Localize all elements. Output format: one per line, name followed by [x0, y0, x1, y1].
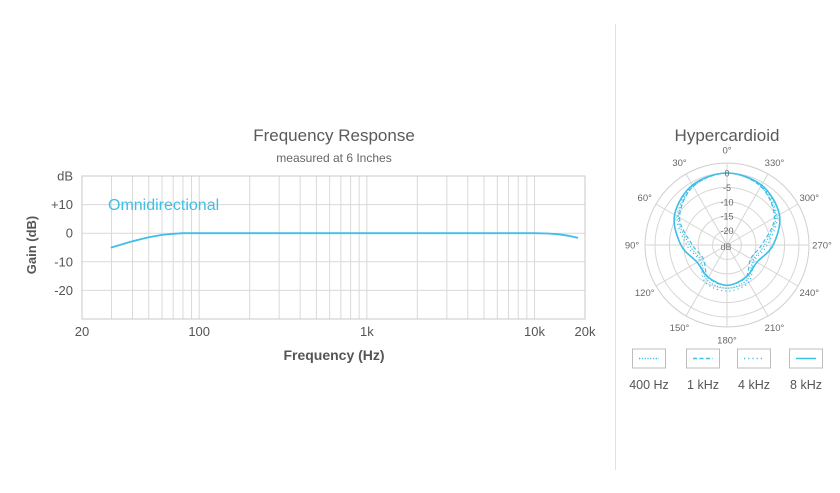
fr-x-axis: 20 100 1k 10k 20k	[75, 324, 596, 339]
fr-title: Frequency Response	[253, 126, 415, 145]
fr-x-tick-label: 100	[188, 324, 210, 339]
fr-series-label: Omnidirectional	[108, 197, 219, 214]
fr-x-axis-label: Frequency (Hz)	[283, 347, 384, 363]
polar-ring-label: -10	[720, 197, 733, 207]
legend-label: 4 kHz	[738, 378, 770, 392]
legend-label: 1 kHz	[687, 378, 719, 392]
fr-y-tick-label: -10	[54, 254, 73, 269]
legend-label: 400 Hz	[629, 378, 669, 392]
polar-spoke	[655, 203, 728, 246]
fr-x-tick-label: 1k	[360, 324, 374, 339]
fr-series-group	[110, 232, 579, 249]
polar-spoke	[726, 203, 799, 246]
polar-angle-label: 300°	[799, 193, 819, 204]
polar-series-curve	[678, 172, 776, 286]
fr-y-tick-label: -20	[54, 283, 73, 298]
polar-angle-label: 30°	[672, 158, 687, 169]
polar-angle-label: 240°	[799, 288, 819, 299]
polar-angle-label: 330°	[765, 158, 785, 169]
polar-legend: 400 Hz 1 kHz 4 kHz 8 kHz	[629, 348, 823, 392]
fr-x-tick-label: 10k	[524, 324, 545, 339]
polar-spoke	[685, 173, 728, 246]
polar-spoke	[685, 244, 728, 317]
polar-angle-label: 120°	[635, 288, 655, 299]
frequency-response-chart: Frequency Response measured at 6 Inches …	[24, 126, 596, 363]
polar-title: Hypercardioid	[675, 126, 780, 145]
polar-series-group	[673, 172, 781, 292]
polar-ring-label: -20	[720, 226, 733, 236]
polar-ring-label: -5	[723, 183, 731, 193]
fr-x-tick-label: 20k	[575, 324, 596, 339]
polar-unit-label: dB	[720, 242, 731, 252]
fr-y-axis-label: Gain (dB)	[24, 216, 39, 275]
polar-angle-label: 210°	[765, 323, 785, 334]
polar-angle-label: 180°	[717, 336, 737, 347]
fr-x-tick-label: 20	[75, 324, 89, 339]
fr-y-tick-label: 0	[66, 226, 73, 241]
polar-spoke	[726, 173, 769, 246]
polar-series-curve	[676, 172, 778, 292]
fr-series-line	[110, 232, 579, 249]
polar-ring-label: -15	[720, 212, 733, 222]
polar-angle-label: 270°	[812, 241, 832, 252]
legend-swatch-box	[632, 348, 666, 369]
polar-pattern-chart: Hypercardioid 0° 30° 60° 90° 120° 150° 180° 210…	[625, 126, 832, 392]
polar-ring-labels: 0 -5 -10 -15 -20	[720, 169, 733, 237]
polar-ring-label: 0	[724, 169, 729, 179]
polar-spoke	[655, 244, 728, 287]
fr-y-tick-label: dB	[57, 169, 73, 184]
fr-y-axis: dB +10 0 -10 -20	[51, 169, 73, 298]
panel-divider	[615, 24, 616, 470]
fr-plot-frame	[81, 175, 586, 320]
legend-swatch-box	[737, 348, 771, 369]
fr-y-tick-label: +10	[51, 197, 73, 212]
legend-label: 8 kHz	[790, 378, 822, 392]
polar-angle-labels: 0° 30° 60° 90° 120° 150° 180° 210° 240° 270° 300° 3…	[625, 146, 832, 347]
polar-series-curve	[673, 172, 781, 287]
polar-angle-label: 0°	[722, 146, 731, 157]
polar-spoke	[726, 244, 769, 317]
fr-subtitle: measured at 6 Inches	[276, 151, 391, 165]
polar-spoke	[726, 244, 799, 287]
polar-angle-label: 90°	[625, 241, 640, 252]
polar-angle-label: 60°	[638, 193, 653, 204]
fr-grid	[82, 176, 585, 319]
polar-grid	[644, 162, 810, 328]
polar-angle-label: 150°	[670, 323, 690, 334]
